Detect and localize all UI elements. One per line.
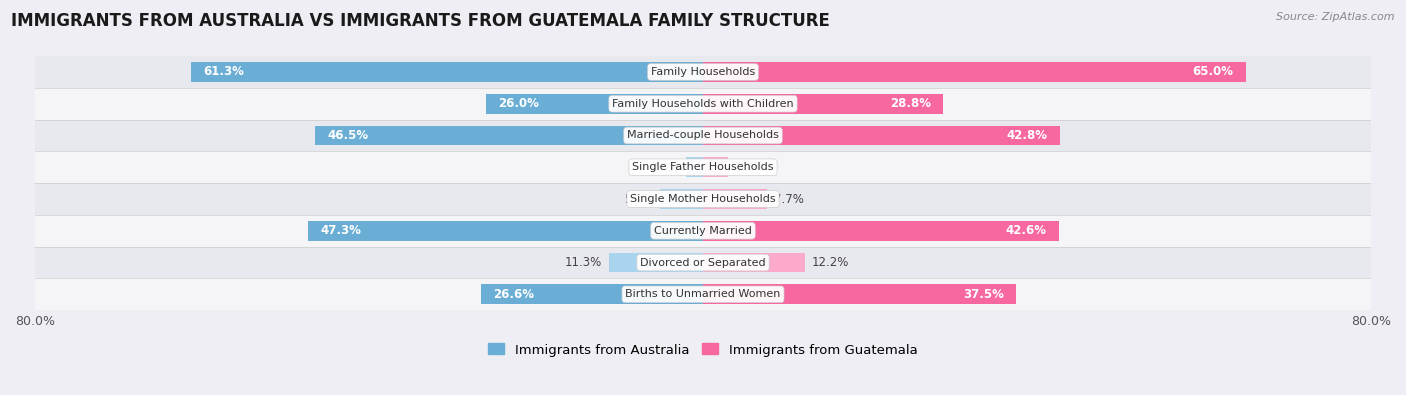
Text: 42.6%: 42.6% [1005, 224, 1046, 237]
Text: Divorced or Separated: Divorced or Separated [640, 258, 766, 267]
Bar [35, 56, 1371, 88]
Text: 26.6%: 26.6% [494, 288, 534, 301]
Bar [35, 246, 1371, 278]
Bar [481, 284, 703, 304]
Bar [703, 158, 728, 177]
Bar [703, 221, 1059, 241]
Text: Single Father Households: Single Father Households [633, 162, 773, 172]
Text: Family Households with Children: Family Households with Children [612, 99, 794, 109]
Text: Source: ZipAtlas.com: Source: ZipAtlas.com [1277, 12, 1395, 22]
Legend: Immigrants from Australia, Immigrants from Guatemala: Immigrants from Australia, Immigrants fr… [484, 338, 922, 362]
Bar [486, 94, 703, 114]
Bar [703, 284, 1017, 304]
Bar [703, 253, 804, 273]
Bar [609, 253, 703, 273]
Bar [35, 151, 1371, 183]
Bar [35, 120, 1371, 151]
Bar [35, 278, 1371, 310]
Text: Family Households: Family Households [651, 67, 755, 77]
Bar [35, 88, 1371, 120]
Text: 37.5%: 37.5% [963, 288, 1004, 301]
Bar [308, 221, 703, 241]
Text: 12.2%: 12.2% [811, 256, 849, 269]
Bar [661, 189, 703, 209]
Text: 26.0%: 26.0% [498, 97, 540, 110]
Bar [35, 215, 1371, 246]
Text: 42.8%: 42.8% [1007, 129, 1047, 142]
Text: 7.7%: 7.7% [773, 192, 804, 205]
Text: IMMIGRANTS FROM AUSTRALIA VS IMMIGRANTS FROM GUATEMALA FAMILY STRUCTURE: IMMIGRANTS FROM AUSTRALIA VS IMMIGRANTS … [11, 12, 830, 30]
Bar [703, 94, 943, 114]
Text: 47.3%: 47.3% [321, 224, 361, 237]
Text: 46.5%: 46.5% [328, 129, 368, 142]
Text: Births to Unmarried Women: Births to Unmarried Women [626, 289, 780, 299]
Text: 61.3%: 61.3% [204, 66, 245, 79]
Text: 11.3%: 11.3% [565, 256, 602, 269]
Bar [35, 183, 1371, 215]
Bar [191, 62, 703, 82]
Text: Single Mother Households: Single Mother Households [630, 194, 776, 204]
Bar [703, 189, 768, 209]
Text: Married-couple Households: Married-couple Households [627, 130, 779, 141]
Text: 2.0%: 2.0% [650, 161, 679, 174]
Bar [703, 126, 1060, 145]
Text: 3.0%: 3.0% [735, 161, 765, 174]
Bar [686, 158, 703, 177]
Text: 5.1%: 5.1% [624, 192, 654, 205]
Text: 65.0%: 65.0% [1192, 66, 1233, 79]
Bar [703, 62, 1246, 82]
Text: Currently Married: Currently Married [654, 226, 752, 236]
Text: 28.8%: 28.8% [890, 97, 931, 110]
Bar [315, 126, 703, 145]
